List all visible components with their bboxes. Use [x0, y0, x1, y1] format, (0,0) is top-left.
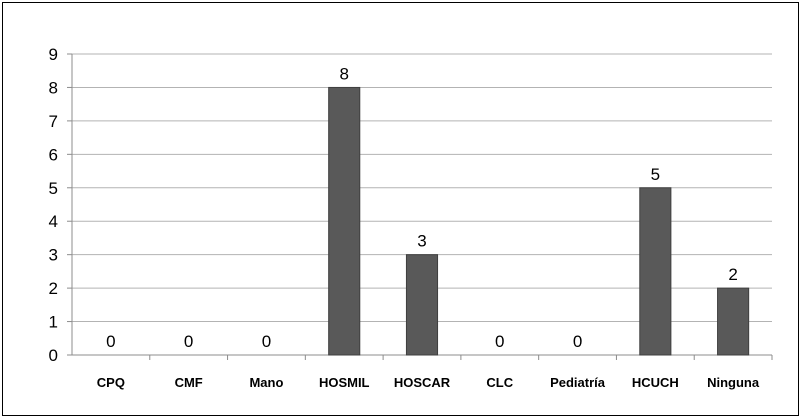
data-label: 0: [573, 332, 582, 351]
y-tick-label: 0: [49, 346, 58, 365]
bar-hoscar: [405, 254, 439, 356]
bars: [328, 86, 750, 356]
y-tick-label: 3: [49, 246, 58, 265]
data-label: 0: [184, 332, 193, 351]
y-tick-label: 8: [49, 78, 58, 97]
x-tick-label: CMF: [175, 375, 203, 390]
x-tick-label: Mano: [249, 375, 283, 390]
y-tick-label: 5: [49, 179, 58, 198]
bar-hcuch: [639, 187, 672, 356]
x-tick-label: HCUCH: [632, 375, 679, 390]
x-tick-label: CLC: [486, 375, 513, 390]
y-tick-label: 7: [49, 112, 58, 131]
x-tick-label: Pediatría: [550, 375, 606, 390]
data-label: 0: [262, 332, 271, 351]
data-label: 5: [651, 165, 660, 184]
x-tick-label: HOSMIL: [319, 375, 370, 390]
data-label: 0: [106, 332, 115, 351]
y-tick-label: 2: [49, 279, 58, 298]
y-tick-label: 4: [49, 212, 58, 231]
data-label: 0: [495, 332, 504, 351]
y-tick-label: 9: [49, 45, 58, 64]
x-tick-label: HOSCAR: [394, 375, 451, 390]
data-label: 2: [728, 265, 737, 284]
bar-hosmil: [328, 86, 361, 356]
y-tick-label: 6: [49, 145, 58, 164]
data-label: 8: [339, 64, 348, 83]
data-label: 3: [417, 232, 426, 251]
y-tick-label: 1: [49, 313, 58, 332]
x-tick-label: Ninguna: [707, 375, 760, 390]
x-tick-label: CPQ: [97, 375, 125, 390]
labels: 0 1 2 3 4 5 6 7 8 9 0 CPQ 0 CMF 0 Mano 8 HOSMIL 3 HOSCAR 0 CL…: [49, 45, 760, 390]
bar-ninguna: [717, 287, 750, 356]
